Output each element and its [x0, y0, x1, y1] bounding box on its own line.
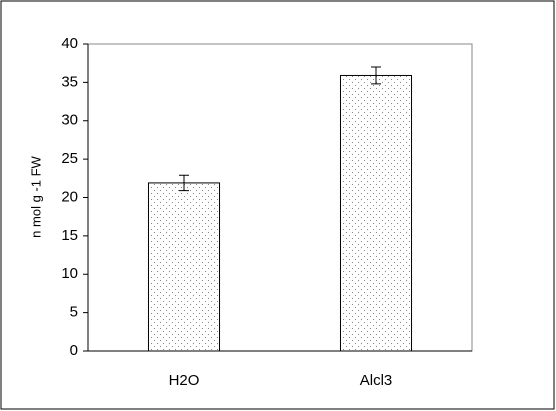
- y-tick-label: 5: [70, 304, 78, 321]
- y-tick-label: 10: [61, 265, 78, 282]
- y-tick-label: 35: [61, 73, 78, 90]
- error-bar: [371, 66, 381, 85]
- y-axis-label: n mol g -1 FW: [28, 155, 43, 237]
- y-tick-label: 15: [61, 227, 78, 244]
- x-tick-label: H2O: [169, 372, 200, 389]
- bar: [339, 74, 413, 352]
- y-tick-label: 40: [61, 35, 78, 52]
- y-tick-label: 25: [61, 150, 78, 167]
- y-tick-label: 0: [70, 342, 78, 359]
- x-tick-label: Alcl3: [360, 372, 393, 389]
- y-tick-label: 20: [61, 188, 78, 205]
- error-bar: [179, 174, 189, 192]
- bar: [147, 182, 221, 352]
- y-tick-label: 30: [61, 112, 78, 129]
